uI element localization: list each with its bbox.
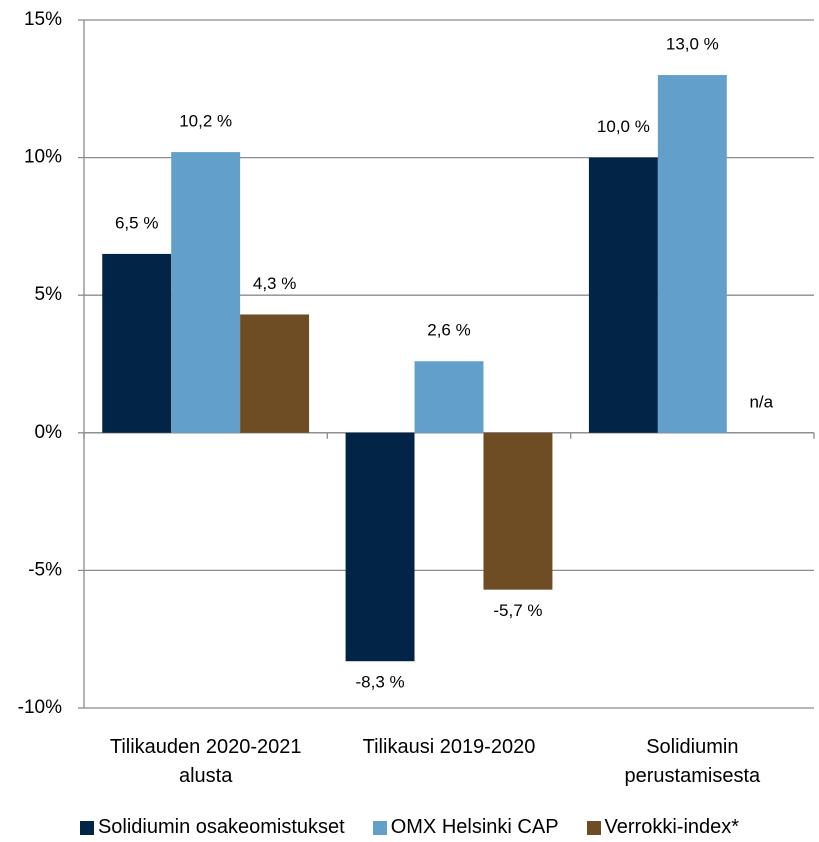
x-tick-label: Tilikauden 2020-2021 alusta <box>109 736 302 787</box>
legend-item: OMX Helsinki CAP <box>372 816 559 839</box>
y-tick-label: -5% <box>28 559 62 580</box>
legend-swatch <box>586 820 601 835</box>
bar <box>240 314 310 433</box>
value-label: 4,3 % <box>253 274 296 293</box>
y-tick-label: -10% <box>18 697 62 718</box>
x-tick-label: Tilikausi 2019-2020 <box>362 736 536 758</box>
y-tick-label: 15% <box>24 9 62 30</box>
bar <box>171 152 241 433</box>
bar <box>102 253 172 433</box>
value-label: n/a <box>749 392 773 411</box>
value-label: 13,0 % <box>666 35 719 54</box>
bar <box>588 157 658 433</box>
bar <box>657 75 727 433</box>
legend-swatch <box>79 820 94 835</box>
value-label: -8,3 % <box>355 673 404 692</box>
bar <box>345 432 415 662</box>
legend-item: Verrokki-index* <box>586 816 740 839</box>
value-label: 6,5 % <box>115 213 158 232</box>
legend-label: Solidiumin osakeomistukset <box>97 816 345 838</box>
legend-swatch <box>372 820 387 835</box>
value-label: -5,7 % <box>493 601 542 620</box>
y-tick-label: 10% <box>24 147 62 168</box>
legend: Solidiumin osakeomistukset OMX Helsinki C… <box>0 816 819 839</box>
legend-label: OMX Helsinki CAP <box>390 816 559 838</box>
bar <box>414 361 484 433</box>
value-label: 2,6 % <box>427 321 470 340</box>
legend-label: Verrokki-index* <box>604 816 740 838</box>
y-tick-label: 5% <box>35 284 63 305</box>
bar <box>483 432 553 590</box>
y-tick-label: 0% <box>35 422 63 443</box>
x-tick-label: Solidiumin perustamisesta <box>624 736 761 787</box>
value-label: 10,0 % <box>597 117 650 136</box>
legend-item: Solidiumin osakeomistukset <box>79 816 345 839</box>
value-label: 10,2 % <box>179 112 232 131</box>
